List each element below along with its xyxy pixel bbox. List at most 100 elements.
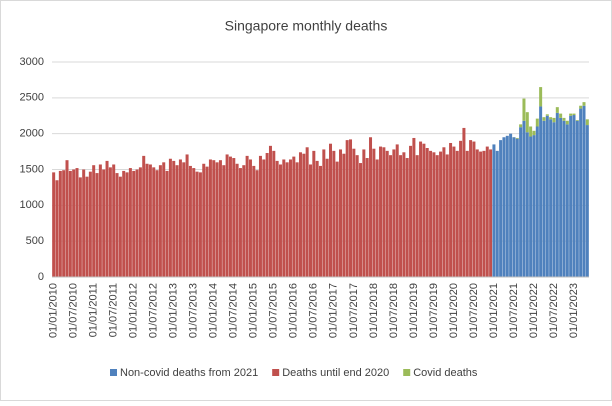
bar <box>119 177 122 277</box>
bar <box>269 146 272 277</box>
x-tick-label: 01/07/2015 <box>268 283 280 338</box>
bar <box>496 151 499 277</box>
bar <box>462 128 465 277</box>
bar <box>522 99 525 121</box>
bar <box>372 149 375 277</box>
bar <box>522 121 525 277</box>
bar <box>579 106 582 109</box>
x-tick-label: 01/01/2011 <box>88 283 100 337</box>
bar <box>242 165 245 277</box>
bar <box>502 137 505 277</box>
bar <box>182 162 185 277</box>
bar <box>102 170 105 278</box>
bar <box>536 127 539 278</box>
bar <box>332 151 335 277</box>
bar <box>256 170 259 277</box>
bar <box>509 134 512 277</box>
y-tick-label: 500 <box>26 235 44 247</box>
bar <box>476 149 479 277</box>
bar <box>582 102 585 106</box>
bar <box>379 147 382 277</box>
bar <box>216 162 219 277</box>
y-tick-label: 1500 <box>20 163 44 175</box>
x-tick-label: 01/07/2013 <box>188 283 200 338</box>
bar <box>362 149 365 277</box>
bar <box>426 148 429 277</box>
bar <box>82 170 85 278</box>
bar <box>562 118 565 121</box>
bar <box>72 170 75 278</box>
bar <box>519 127 522 277</box>
bar <box>549 117 552 119</box>
x-tick-label: 01/01/2019 <box>408 283 420 338</box>
bar <box>346 140 349 277</box>
bar <box>152 167 155 277</box>
bar <box>472 142 475 277</box>
bar <box>422 144 425 277</box>
x-tick-label: 01/01/2016 <box>288 283 300 338</box>
bar <box>222 165 225 277</box>
x-tick-label: 01/01/2010 <box>48 283 60 338</box>
bar <box>116 173 119 277</box>
bar <box>226 154 229 277</box>
bar <box>159 165 162 277</box>
bar <box>209 159 212 277</box>
x-tick-label: 01/07/2014 <box>228 283 240 338</box>
bar <box>212 160 215 277</box>
bar <box>279 164 282 277</box>
bar <box>139 167 142 277</box>
bar <box>382 147 385 277</box>
bar <box>376 159 379 277</box>
bar <box>512 137 515 277</box>
legend-label: Deaths until end 2020 <box>282 367 389 379</box>
bar <box>486 147 489 277</box>
bar <box>536 119 539 127</box>
bar <box>556 107 559 113</box>
bar <box>432 152 435 277</box>
bar <box>289 159 292 277</box>
bar <box>306 147 309 277</box>
x-tick-label: 01/01/2018 <box>368 283 380 338</box>
bar <box>192 168 195 277</box>
bar <box>169 159 172 277</box>
bar <box>66 160 69 277</box>
bar <box>412 138 415 277</box>
bar <box>76 168 79 277</box>
bar <box>449 143 452 277</box>
legend-label: Non-covid deaths from 2021 <box>120 367 258 379</box>
x-tick-label: 01/07/2021 <box>508 283 520 338</box>
bar <box>282 159 285 277</box>
bar <box>559 114 562 118</box>
bar <box>166 171 169 277</box>
bar <box>489 149 492 277</box>
bar <box>586 119 589 125</box>
bar <box>296 162 299 277</box>
bar <box>259 156 262 277</box>
bar <box>542 117 545 121</box>
bar <box>392 149 395 277</box>
bar <box>526 112 529 132</box>
bar <box>389 155 392 277</box>
bar <box>89 172 92 277</box>
x-tick-label: 01/01/2021 <box>488 283 500 338</box>
bar <box>419 142 422 277</box>
bar <box>466 151 469 277</box>
bar <box>569 114 572 116</box>
bar <box>249 159 252 277</box>
bar <box>416 155 419 277</box>
bar <box>109 167 112 277</box>
bar <box>506 136 509 277</box>
bar <box>156 170 159 277</box>
bar <box>329 144 332 277</box>
bar <box>59 171 62 277</box>
bar <box>429 151 432 277</box>
bar <box>176 165 179 277</box>
bar <box>316 161 319 277</box>
bar <box>172 161 175 277</box>
bar <box>436 155 439 277</box>
x-tick-label: 01/07/2020 <box>468 283 480 338</box>
bar <box>479 152 482 277</box>
bar <box>542 121 545 277</box>
bar <box>262 159 265 277</box>
bar <box>526 132 529 277</box>
